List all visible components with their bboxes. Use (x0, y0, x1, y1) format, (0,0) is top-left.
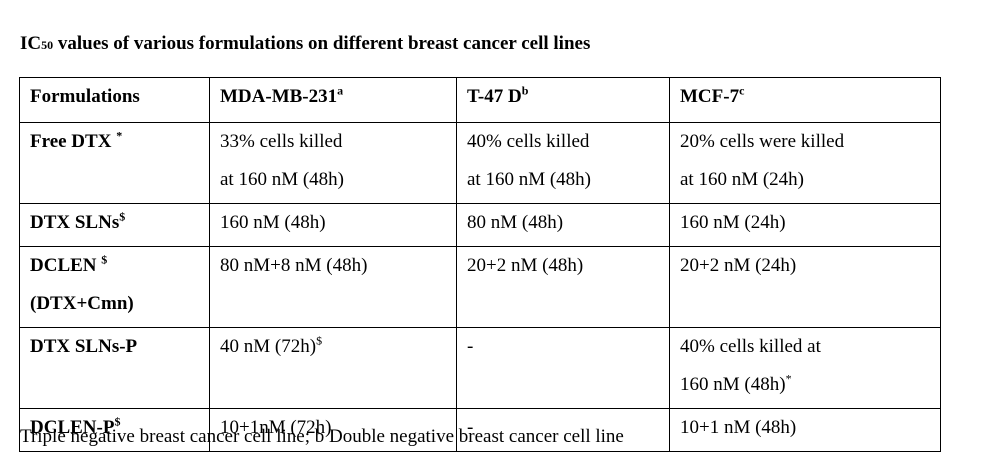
table-title: IC50 values of various formulations on d… (20, 33, 591, 54)
table-row: DCLEN $ (DTX+Cmn) 80 nM+8 nM (48h) 20+2 nM … (19, 246, 941, 328)
formulation-name: DTX SLNs$ (19, 203, 210, 247)
column-header: MCF-7c (669, 77, 941, 123)
superscript: a (337, 83, 344, 98)
superscript: * (116, 128, 123, 143)
footnote-partial: Triple negative breast cancer cell line;… (20, 426, 624, 447)
value-cell: 40% cells killed at 160 nM (48h)* (669, 327, 941, 409)
column-header: MDA-MB-231a (209, 77, 457, 123)
table-row: DTX SLNs-P 40 nM (72h)$ -40% cells killed … (19, 327, 941, 409)
superscript: $ (101, 252, 108, 267)
column-header: T-47 Db (456, 77, 670, 123)
value-cell: 33% cells killed at 160 nM (48h) (209, 122, 457, 204)
value-cell: 160 nM (48h) (209, 203, 457, 247)
table-row: Free DTX * 33% cells killed at 160 nM (48h… (19, 122, 941, 204)
superscript: b (521, 83, 529, 98)
column-header: Formulations (19, 77, 210, 123)
superscript: c (739, 83, 745, 98)
table-row: DTX SLNs$ 160 nM (48h) 80 nM (48h) 160 nM (… (19, 203, 941, 247)
value-cell: 20% cells were killed at 160 nM (24h) (669, 122, 941, 204)
value-cell: 40 nM (72h)$ (209, 327, 457, 409)
value-cell: - (456, 327, 670, 409)
ic50-table: Formulations MDA-MB-231a T-47 Db MCF-7c Free… (19, 77, 941, 452)
subscript-50: 50 (41, 38, 54, 52)
value-cell: 80 nM+8 nM (48h) (209, 246, 457, 328)
value-cell: 40% cells killed at 160 nM (48h) (456, 122, 670, 204)
superscript: * (785, 371, 792, 386)
superscript: $ (119, 209, 126, 224)
header-row: Formulations MDA-MB-231a T-47 Db MCF-7c (19, 77, 941, 123)
formulation-name: Free DTX * (19, 122, 210, 204)
value-cell: 20+2 nM (48h) (456, 246, 670, 328)
value-cell: 10+1 nM (48h) (669, 408, 941, 452)
formulation-name: DTX SLNs-P (19, 327, 210, 409)
value-cell: 20+2 nM (24h) (669, 246, 941, 328)
formulation-name: DCLEN $ (DTX+Cmn) (19, 246, 210, 328)
superscript: $ (114, 414, 121, 429)
value-cell: 80 nM (48h) (456, 203, 670, 247)
value-cell: 160 nM (24h) (669, 203, 941, 247)
superscript: $ (316, 333, 323, 348)
